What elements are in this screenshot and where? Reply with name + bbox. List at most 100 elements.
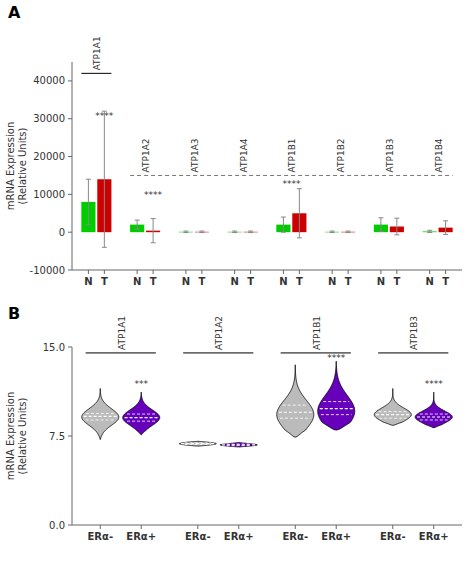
- violin-quartile: [280, 418, 311, 419]
- group-label: ATP1A1: [92, 36, 102, 70]
- violin: [82, 389, 119, 440]
- plot-area: [81, 111, 452, 247]
- group-label: ATP1A2: [141, 138, 151, 172]
- x-tick: [250, 270, 251, 274]
- violin: [374, 389, 411, 426]
- error-bar-line: [445, 221, 446, 235]
- x-axis-line: [72, 270, 462, 271]
- y-tick: [68, 270, 72, 271]
- x-tick: [433, 525, 434, 529]
- violin-quartile: [283, 405, 308, 406]
- x-tick-label: N: [425, 276, 433, 287]
- x-tick: [137, 270, 138, 274]
- x-tick: [100, 525, 101, 529]
- y-axis-label: mRNA Expression(Relative Units): [5, 392, 28, 480]
- x-axis-line: [72, 525, 462, 526]
- x-tick: [141, 525, 142, 529]
- violin-quartile: [420, 419, 448, 420]
- group-label: ATP1B3: [385, 138, 395, 172]
- violin: [415, 392, 452, 428]
- x-tick-label: T: [442, 276, 449, 287]
- x-tick: [104, 270, 105, 274]
- violin-quartile: [184, 442, 211, 443]
- error-bar-cap: [248, 231, 253, 232]
- error-bar-line: [396, 218, 397, 235]
- panel-title: A: [8, 3, 21, 22]
- x-tick: [429, 270, 430, 274]
- y-tick: [68, 194, 72, 195]
- x-tick: [332, 270, 333, 274]
- error-bar: [427, 230, 432, 232]
- y-tick-label: 20000: [33, 151, 65, 162]
- error-bar-cap: [199, 231, 204, 232]
- violin: [220, 443, 257, 447]
- error-bar: [183, 231, 188, 233]
- bar: [423, 231, 437, 233]
- violin-median: [320, 408, 353, 409]
- annotation: ***: [134, 379, 148, 389]
- bar: [341, 231, 355, 233]
- x-tick-label: T: [101, 276, 108, 287]
- error-bar-cap: [427, 232, 432, 233]
- x-tick: [185, 270, 186, 274]
- violin-median: [125, 417, 158, 418]
- error-bar-cap: [281, 217, 286, 218]
- x-tick: [336, 525, 337, 529]
- error-bar-line: [153, 219, 154, 243]
- violin-median: [222, 444, 255, 445]
- y-tick: [68, 347, 72, 348]
- annotation: ****: [282, 179, 301, 189]
- x-tick-label: ERα-: [87, 531, 113, 542]
- error-bar-cap: [394, 234, 399, 235]
- panel: BmRNA Expression(Relative Units)0.07.515…: [5, 304, 462, 542]
- x-tick-label: N: [84, 276, 92, 287]
- y-tick: [68, 232, 72, 233]
- x-tick-label: N: [377, 276, 385, 287]
- error-bar-cap: [86, 224, 91, 225]
- annotation: ****: [327, 353, 346, 363]
- y-tick-label: 10000: [33, 189, 65, 200]
- group-label: ATP1B1: [287, 138, 297, 172]
- error-bar-cap: [443, 234, 448, 235]
- violin-median: [376, 414, 409, 415]
- plot-area: [82, 361, 453, 447]
- annotation: ****: [144, 190, 163, 200]
- x-tick-label: T: [296, 276, 303, 287]
- error-bar-line: [104, 111, 105, 247]
- violin-quartile: [323, 401, 349, 402]
- error-bar-line: [380, 218, 381, 232]
- x-tick-label: T: [150, 276, 157, 287]
- y-tick: [68, 525, 72, 526]
- bracket: [378, 352, 448, 353]
- y-tick-label: 15.0: [43, 342, 65, 353]
- x-tick: [396, 270, 397, 274]
- error-bar-cap: [151, 242, 156, 243]
- error-bar-cap: [232, 232, 237, 233]
- y-tick-label: -10000: [30, 265, 65, 276]
- x-tick-label: ERα+: [419, 531, 449, 542]
- violin-quartile: [85, 419, 115, 420]
- x-tick-label: ERα+: [126, 531, 156, 542]
- error-bar-cap: [378, 231, 383, 232]
- group-label: ATP1B4: [434, 138, 444, 172]
- group-label: ATP1B3: [409, 316, 419, 350]
- violin: [179, 441, 216, 446]
- error-bar: [281, 217, 286, 232]
- x-tick-label: ERα+: [224, 531, 254, 542]
- y-axis-label-line: mRNA Expression: [5, 122, 16, 210]
- y-axis-label-line: mRNA Expression: [5, 392, 16, 480]
- error-bar: [394, 218, 399, 235]
- error-bar-line: [299, 189, 300, 238]
- y-tick: [68, 80, 72, 81]
- error-bar-cap: [102, 247, 107, 248]
- error-bar-cap: [394, 218, 399, 219]
- x-tick-label: N: [182, 276, 190, 287]
- error-bar-cap: [232, 231, 237, 232]
- error-bar-cap: [346, 231, 351, 232]
- violin-median: [84, 416, 117, 417]
- group-label: ATP1A3: [190, 138, 200, 172]
- x-tick: [299, 270, 300, 274]
- violin: [277, 365, 314, 437]
- chart: AmRNA Expression(Relative Units)-1000001…: [0, 0, 474, 568]
- y-tick-label: 0.0: [49, 520, 65, 531]
